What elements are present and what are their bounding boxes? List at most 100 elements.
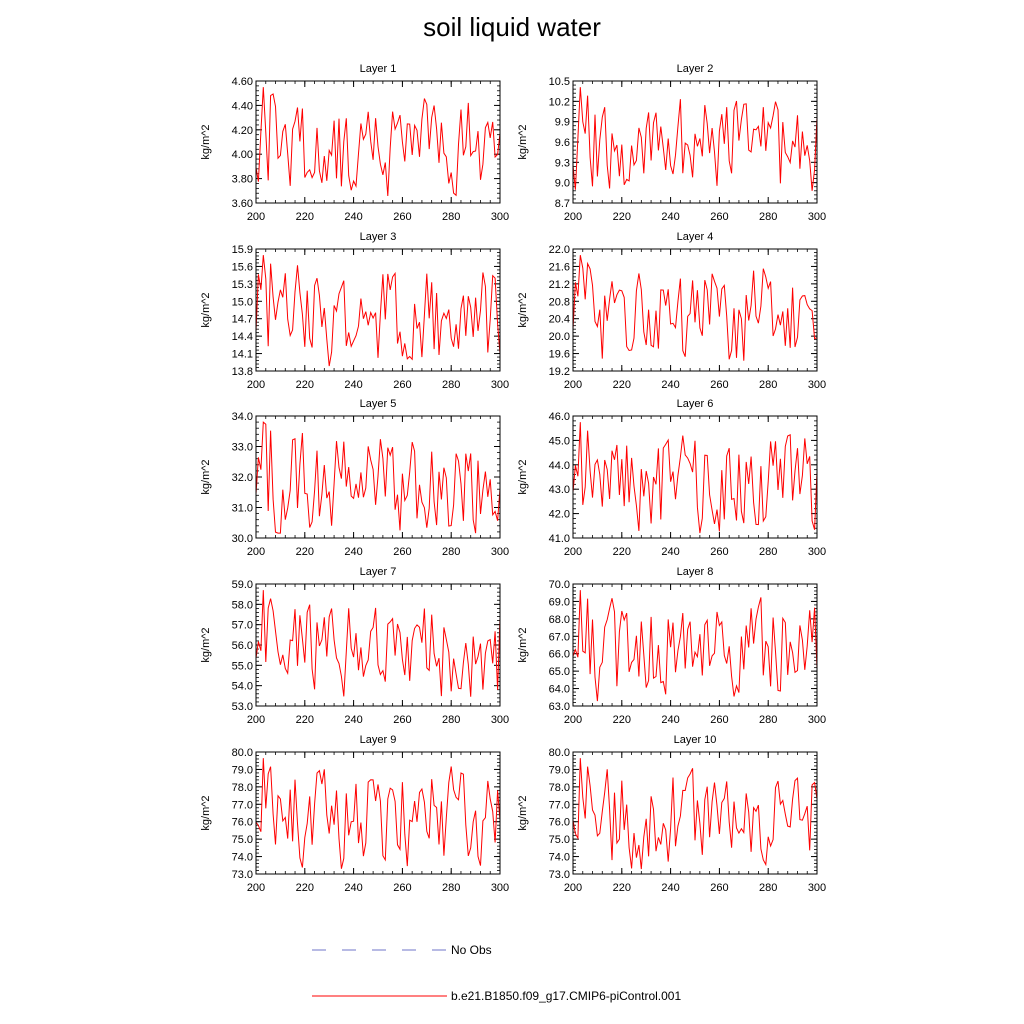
x-tick-label: 260 [393, 882, 411, 894]
y-tick-label: 15.6 [232, 261, 253, 273]
x-tick-label: 300 [808, 714, 826, 726]
y-tick-label: 9.3 [555, 157, 570, 169]
x-tick-label: 300 [808, 211, 826, 223]
y-tick-label: 77.0 [549, 799, 570, 811]
y-tick-label: 43.0 [549, 484, 570, 496]
y-tick-label: 79.0 [549, 764, 570, 776]
y-tick-label: 78.0 [232, 782, 253, 794]
x-tick-label: 240 [661, 379, 679, 391]
x-tick-label: 220 [296, 546, 314, 558]
series-line [255, 255, 501, 367]
y-tick-label: 21.6 [549, 261, 570, 273]
legend-label-no-obs: No Obs [451, 943, 492, 957]
y-tick-label: 15.3 [232, 279, 253, 291]
y-tick-label: 74.0 [232, 852, 253, 864]
y-tick-label: 67.0 [549, 631, 570, 643]
y-axis-label: kg/m^2 [517, 292, 529, 327]
x-tick-label: 220 [296, 882, 314, 894]
y-tick-label: 66.0 [549, 649, 570, 661]
x-tick-label: 280 [442, 714, 460, 726]
y-tick-label: 4.00 [232, 149, 253, 161]
x-tick-label: 260 [393, 546, 411, 558]
panel-title: Layer 5 [360, 398, 397, 410]
panel-title: Layer 3 [360, 231, 397, 243]
series-line [572, 590, 818, 702]
x-tick-label: 280 [759, 882, 777, 894]
x-tick-label: 300 [808, 882, 826, 894]
x-tick-label: 240 [661, 714, 679, 726]
y-tick-label: 59.0 [232, 579, 253, 591]
x-tick-label: 240 [344, 211, 362, 223]
y-tick-label: 55.0 [232, 660, 253, 672]
series-line [255, 87, 501, 197]
x-tick-label: 240 [344, 546, 362, 558]
x-tick-label: 200 [564, 714, 582, 726]
layer-panel: Layer 8 kg/m^2 63.0 64.0 65.0 66.0 67.0 68.0 69.… [517, 566, 826, 726]
y-tick-label: 14.4 [232, 331, 253, 343]
y-tick-label: 42.0 [549, 509, 570, 521]
y-axis-label: kg/m^2 [517, 627, 529, 662]
y-tick-label: 10.5 [549, 76, 570, 88]
y-axis-label: kg/m^2 [200, 459, 212, 494]
y-tick-label: 19.6 [549, 349, 570, 361]
series-line [572, 255, 818, 361]
layer-panel: Layer 10 kg/m^2 73.0 74.0 75.0 76.0 77.0 78.0 79… [517, 734, 826, 894]
y-tick-label: 45.0 [549, 435, 570, 447]
x-tick-label: 260 [393, 379, 411, 391]
plot-frame [572, 80, 818, 204]
x-tick-label: 280 [442, 211, 460, 223]
x-tick-label: 300 [491, 714, 509, 726]
y-tick-label: 30.0 [232, 533, 253, 545]
y-axis-label: kg/m^2 [200, 292, 212, 327]
x-tick-label: 260 [710, 882, 728, 894]
x-tick-label: 260 [710, 211, 728, 223]
y-axis-label: kg/m^2 [200, 627, 212, 662]
y-tick-label: 74.0 [549, 852, 570, 864]
x-tick-label: 220 [613, 714, 631, 726]
layer-panel: Layer 1 kg/m^2 3.60 3.80 4.00 4.20 4.40 4.60 200… [200, 63, 509, 223]
x-tick-label: 260 [710, 546, 728, 558]
x-tick-label: 240 [661, 882, 679, 894]
y-axis-label: kg/m^2 [200, 124, 212, 159]
y-tick-label: 76.0 [549, 817, 570, 829]
plot-frame [572, 415, 818, 539]
y-tick-label: 3.60 [232, 198, 253, 210]
y-tick-label: 70.0 [549, 579, 570, 591]
x-tick-label: 260 [393, 714, 411, 726]
y-tick-label: 78.0 [549, 782, 570, 794]
x-tick-label: 200 [564, 882, 582, 894]
plot-frame [255, 415, 501, 539]
y-tick-label: 14.1 [232, 349, 253, 361]
x-tick-label: 260 [393, 211, 411, 223]
layer-panel: Layer 6 kg/m^2 41.0 42.0 43.0 44.0 45.0 46.0 200… [517, 398, 826, 558]
y-tick-label: 73.0 [549, 869, 570, 881]
x-tick-label: 200 [247, 211, 265, 223]
y-tick-label: 44.0 [549, 460, 570, 472]
x-tick-label: 240 [344, 882, 362, 894]
y-tick-label: 77.0 [232, 799, 253, 811]
layer-panel: Layer 3 kg/m^2 13.8 14.1 14.4 14.7 15.0 15.3 15.… [200, 231, 509, 391]
y-tick-label: 80.0 [232, 747, 253, 759]
y-tick-label: 13.8 [232, 366, 253, 378]
y-axis-label: kg/m^2 [517, 795, 529, 830]
layer-panel: Layer 2 kg/m^2 8.7 9.0 9.3 9.6 9.9 10.2 10.5 200 2… [517, 63, 826, 223]
series-line [255, 590, 501, 697]
y-tick-label: 69.0 [549, 596, 570, 608]
x-tick-label: 200 [247, 714, 265, 726]
y-tick-label: 53.0 [232, 701, 253, 713]
panel-title: Layer 10 [674, 734, 717, 746]
y-tick-label: 79.0 [232, 764, 253, 776]
y-tick-label: 15.0 [232, 296, 253, 308]
x-tick-label: 280 [759, 379, 777, 391]
y-tick-label: 10.2 [549, 96, 570, 108]
plot-frame [572, 751, 818, 875]
y-axis-label: kg/m^2 [517, 459, 529, 494]
legend-label-model: b.e21.B1850.f09_g17.CMIP6-piControl.001 [451, 989, 681, 1003]
x-tick-label: 300 [491, 882, 509, 894]
x-tick-label: 220 [613, 546, 631, 558]
y-tick-label: 4.40 [232, 100, 253, 112]
y-tick-label: 9.9 [555, 117, 570, 129]
series-line [572, 758, 818, 870]
x-tick-label: 280 [442, 546, 460, 558]
y-axis-label: kg/m^2 [517, 124, 529, 159]
